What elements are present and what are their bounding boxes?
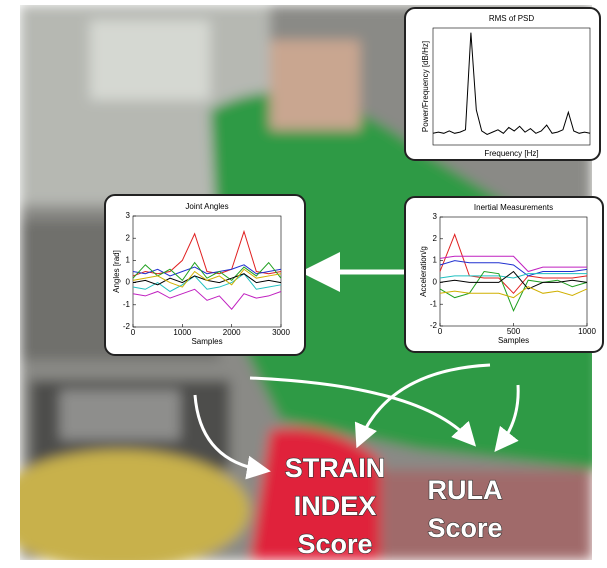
y-tick-label: 0 [126,278,131,287]
chart-title: Joint Angles [185,202,228,211]
y-tick-label: 3 [433,212,438,221]
y-tick-label: -2 [430,321,438,330]
y-tick-label: -1 [430,299,438,308]
series-line [439,270,588,290]
x-axis-label: Samples [498,336,529,345]
series-line [132,268,282,288]
arrow [354,363,491,449]
series-line [132,229,282,277]
y-tick-label: 2 [126,233,131,242]
arrow [494,384,520,453]
series-line [132,273,282,293]
series-line [439,270,588,312]
y-tick-label: -1 [123,300,131,309]
series-line [132,264,282,277]
score-label: Score [297,529,372,559]
y-tick-label: -2 [123,322,131,331]
y-axis-label: Acceleration/g [419,246,428,297]
series-line [439,255,587,273]
series-line [132,288,282,311]
arrow [193,394,271,480]
y-tick-label: 1 [126,256,131,265]
y-tick-label: 1 [433,256,438,265]
x-tick-label: 3000 [272,328,290,337]
series-line [432,32,591,136]
chart-title: RMS of PSD [489,14,535,23]
y-axis-label: Angles [rad] [112,250,121,293]
x-axis-label: Samples [191,337,222,346]
x-tick-label: 1000 [173,328,191,337]
y-tick-label: 2 [433,234,438,243]
plot-area [432,27,591,146]
series-line [439,260,588,277]
score-label: STRAIN [285,453,386,483]
x-tick-label: 0 [438,327,443,336]
y-axis-label: Power/Frequency [dB/Hz] [421,41,430,132]
x-tick-label: 1000 [578,327,596,336]
x-tick-label: 0 [131,328,136,337]
x-tick-label: 500 [507,327,521,336]
series-line [439,273,587,279]
series-line [439,286,588,299]
x-tick-label: 2000 [223,328,241,337]
score-label: RULA [428,475,503,505]
score-label: Score [427,513,502,543]
y-tick-label: 0 [433,278,438,287]
score-label: INDEX [294,491,377,521]
chart-title: Inertial Measurements [474,203,553,212]
y-tick-label: 3 [126,211,131,220]
x-axis-label: Frequency [Hz] [484,149,538,158]
